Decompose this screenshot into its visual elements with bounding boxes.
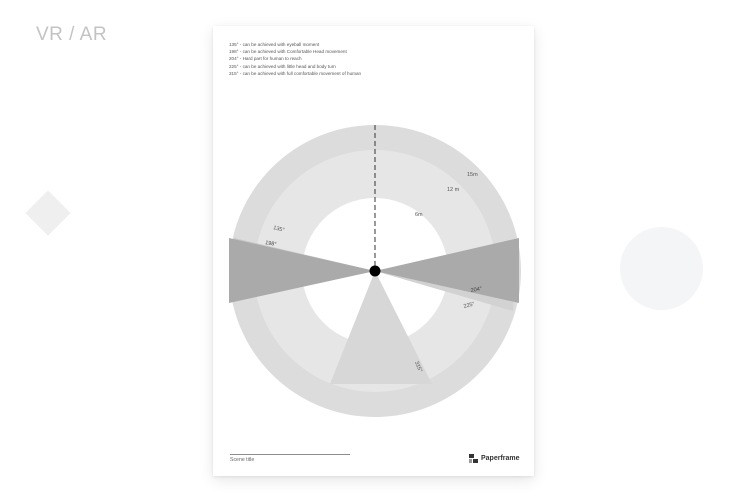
angle-label-198: 198° bbox=[265, 240, 277, 248]
distance-label-15m: 15m bbox=[467, 172, 478, 178]
note-198: 198° - can be achieved with Comfortable … bbox=[229, 49, 347, 55]
angle-label-315: 315° bbox=[413, 361, 423, 374]
scene-title: Scene title bbox=[230, 457, 255, 463]
wedge-bottom bbox=[330, 271, 432, 384]
field-of-view-diagram: 15m 12 m 6m 135° 198° 204° 225° 315° bbox=[229, 125, 521, 417]
note-315: 315° - can be achieved with full comfort… bbox=[229, 70, 362, 76]
angle-label-225: 225° bbox=[463, 301, 476, 310]
angle-label-204: 204° bbox=[470, 286, 482, 294]
angle-notes: 135° - can be achieved with eyeball mome… bbox=[229, 41, 361, 77]
decorative-diamond bbox=[25, 190, 71, 236]
note-225: 225° - can be achieved with little head … bbox=[229, 63, 336, 69]
paperframe-logo-icon bbox=[469, 454, 478, 463]
viewer-dot bbox=[369, 265, 381, 277]
note-135: 135° - can be achieved with eyeball mome… bbox=[229, 42, 320, 47]
wedge-left bbox=[229, 238, 375, 303]
page-title: VR / AR bbox=[36, 24, 108, 45]
decorative-circle bbox=[620, 227, 703, 310]
scene-title-underline bbox=[230, 454, 350, 455]
brand-name: Paperframe bbox=[481, 455, 520, 462]
angle-label-135: 135° bbox=[273, 225, 286, 234]
note-204: 204° - Hard part for human to reach bbox=[229, 56, 302, 62]
distance-label-12m: 12 m bbox=[447, 187, 460, 193]
paper-sheet: 135° - can be achieved with eyeball mome… bbox=[213, 26, 534, 476]
wedge-right bbox=[375, 238, 519, 303]
brand-logo: Paperframe bbox=[469, 454, 520, 463]
distance-label-6m: 6m bbox=[415, 212, 423, 218]
